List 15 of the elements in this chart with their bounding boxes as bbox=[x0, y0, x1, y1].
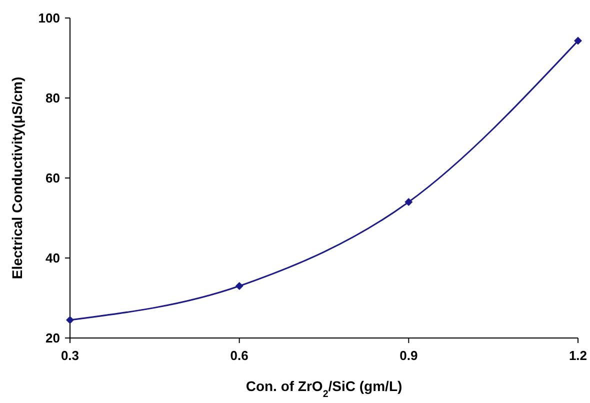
x-tick-label: 0.3 bbox=[60, 348, 80, 363]
point bbox=[235, 282, 244, 290]
point bbox=[66, 316, 74, 324]
y-tick-label: 20 bbox=[46, 330, 60, 346]
y-tick-label: 100 bbox=[38, 10, 60, 26]
x-tick-label: 1.2 bbox=[568, 348, 588, 363]
point bbox=[404, 198, 413, 206]
point bbox=[574, 36, 582, 45]
y-axis-title: Electrical Conductivity(μS/cm) bbox=[9, 76, 25, 280]
x-tick-label: 0.9 bbox=[400, 348, 418, 363]
y-tick-label: 40 bbox=[46, 250, 60, 266]
y-tick-label: 80 bbox=[46, 90, 60, 106]
x-tick-label: 0.6 bbox=[230, 348, 248, 363]
x-axis-title: Con. of ZrO$_{2}$/SiC (gm/L) bbox=[246, 378, 402, 400]
y-tick-label: 60 bbox=[46, 170, 60, 186]
